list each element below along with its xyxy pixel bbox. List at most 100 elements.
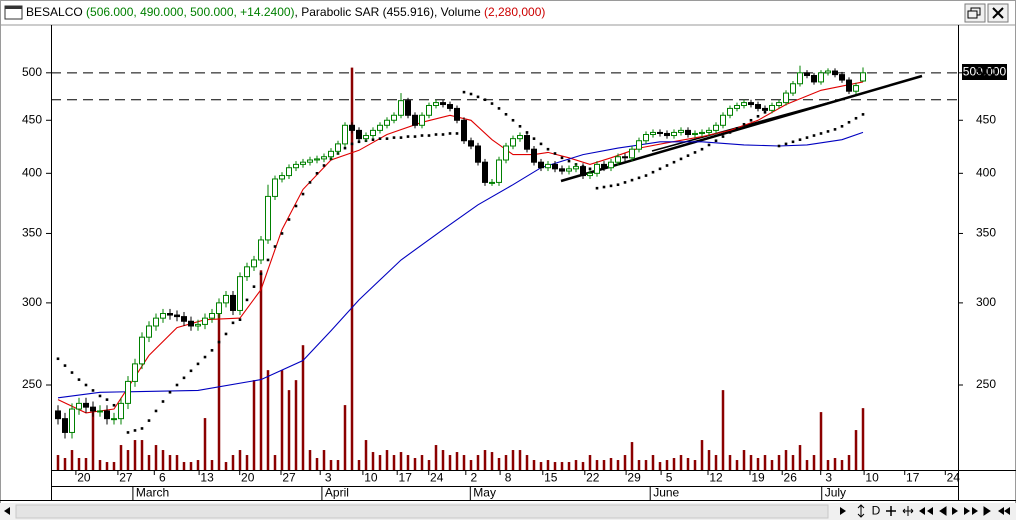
volume-bar (623, 455, 627, 470)
sar-dot (588, 167, 592, 171)
x-tick-label: 3 (825, 471, 832, 485)
volume-bar (728, 455, 732, 470)
sar-dot (455, 132, 459, 135)
period-button[interactable]: D (872, 504, 881, 518)
candle-body (139, 336, 146, 365)
sar-dot (847, 120, 851, 124)
volume-bar (518, 450, 522, 470)
sar-dot (105, 398, 109, 401)
add-icon[interactable] (886, 506, 896, 516)
volume-bar (91, 412, 95, 470)
scroll-right[interactable] (840, 507, 846, 515)
candle-body (783, 92, 790, 104)
sar-dot (343, 146, 347, 150)
sar-dot (140, 427, 144, 430)
sar-dot (679, 157, 683, 161)
zoom-icon[interactable] (857, 504, 865, 518)
sar-dot (483, 98, 487, 102)
volume-bar (700, 440, 704, 470)
sar-dot (196, 362, 200, 366)
volume-bar (749, 455, 753, 470)
sar-dot (441, 133, 445, 136)
volume-bar (77, 458, 81, 470)
y-tick-label-right: 450 (976, 112, 996, 126)
scroll-right-arrow[interactable] (840, 507, 846, 515)
close-button[interactable] (987, 3, 1009, 23)
candle-body (314, 158, 321, 161)
candle-body (825, 70, 832, 74)
candle-body (223, 294, 230, 304)
restore-button[interactable] (964, 3, 986, 23)
candle-body (447, 104, 454, 109)
sar-dot (245, 298, 249, 302)
sar-dot (371, 138, 375, 141)
volume-bar (413, 458, 417, 470)
volume-bar (644, 460, 648, 470)
sar-dot (112, 403, 116, 407)
sar-dot (133, 429, 137, 432)
volume-bar (462, 455, 466, 470)
volume-bar (133, 440, 137, 470)
month-label: June (653, 486, 679, 500)
candle-body (811, 75, 818, 83)
sar-dot (280, 232, 284, 235)
candle-body (503, 145, 510, 161)
candle-body (706, 129, 713, 133)
volume-bar (693, 460, 697, 470)
sar-dot (392, 136, 396, 139)
volume-bar (245, 455, 249, 470)
volume-bar (833, 458, 837, 470)
sar-dot (399, 136, 403, 139)
fast-back-icon[interactable] (919, 507, 933, 515)
volume-bar (343, 405, 347, 470)
candle-body (111, 418, 118, 421)
candle-body (629, 148, 636, 159)
candle-body (622, 156, 629, 159)
scroll-left-arrow[interactable] (4, 507, 10, 515)
candle-body (307, 159, 314, 163)
volume-bar (427, 460, 431, 470)
sar-dot (742, 122, 746, 126)
scroll-track[interactable] (15, 504, 829, 519)
candle-body (566, 168, 573, 172)
sar-dot (308, 181, 312, 184)
end-icon[interactable] (983, 506, 991, 516)
candle-body (90, 406, 97, 412)
sar-dot (728, 131, 732, 134)
volume-bar (651, 455, 655, 470)
candle-body (713, 124, 720, 131)
sar-dot (70, 371, 74, 374)
x-tick-label: 2 (470, 471, 477, 485)
volume-bar (581, 462, 585, 470)
sar-dot (798, 138, 802, 141)
back-icon[interactable] (939, 506, 947, 516)
scroll-left[interactable] (4, 507, 10, 515)
candle-body (594, 163, 601, 174)
candle-body (181, 316, 188, 322)
volume-bar (784, 450, 788, 470)
candle-body (300, 161, 307, 165)
icon-bar (5, 6, 22, 9)
candle-body (279, 175, 286, 180)
play-icon[interactable] (952, 507, 958, 515)
x-tick-label: 6 (159, 471, 166, 485)
volume-bar (308, 450, 312, 470)
sar-dot (693, 151, 697, 154)
sar-dot (147, 419, 151, 422)
sar-dot (189, 369, 193, 373)
volume-bar (357, 460, 361, 470)
candle-body (769, 104, 776, 111)
volume-bar (196, 460, 200, 470)
scroll-end-icon[interactable] (998, 507, 1010, 515)
volume-bar (399, 452, 403, 470)
volume-bar (287, 390, 291, 470)
sar-dot (350, 142, 354, 146)
fast-forward-icon[interactable] (964, 507, 978, 515)
volume-bar (126, 450, 130, 470)
month-label: March (136, 486, 169, 500)
title-part: (506.000, 490.000, 500.000, +14.2400) (86, 5, 295, 19)
candle-body (216, 302, 223, 315)
sar-dot (63, 364, 67, 367)
pan-icon[interactable] (902, 506, 914, 516)
x-tick-label: 5 (666, 471, 673, 485)
